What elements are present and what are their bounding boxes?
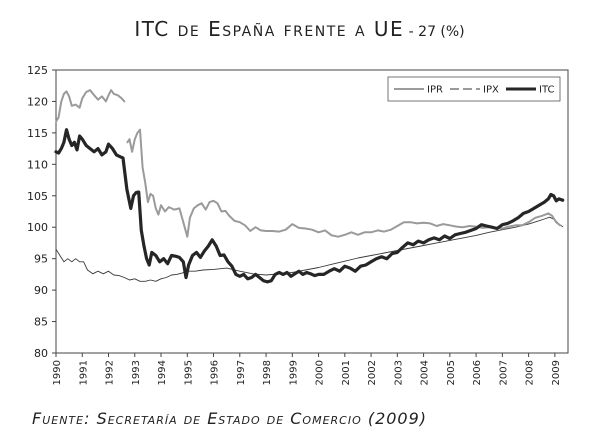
x-tick-label: 2003: [393, 360, 404, 385]
chart-title-suffix: - 27 (%): [404, 24, 465, 40]
x-tick-label: 1990: [52, 360, 63, 385]
y-tick-label: 90: [34, 284, 48, 297]
y-tick-label: 120: [27, 95, 48, 108]
x-tick-label: 2008: [525, 360, 536, 385]
y-tick-label: 110: [27, 158, 48, 171]
x-tick-label: 1995: [183, 360, 194, 385]
x-tick-label: 1994: [157, 360, 168, 385]
x-tick-label: 1992: [105, 360, 116, 385]
series-line-ipr: [55, 216, 564, 282]
x-tick-label: 2006: [472, 360, 483, 385]
legend-label-itc: ITC: [539, 85, 554, 96]
x-tick-label: 1993: [131, 360, 142, 385]
legend-label-ipx: IPX: [483, 85, 499, 96]
y-tick-label: 105: [27, 190, 48, 203]
y-axis-ticks: 80 85 90 95 100 105 110 115 120 125: [27, 64, 56, 360]
x-tick-label: 2001: [341, 360, 352, 385]
x-tick-label: 1996: [210, 360, 221, 385]
x-tick-label: 1991: [78, 360, 89, 385]
y-tick-label: 85: [34, 316, 48, 329]
x-tick-label: 2004: [420, 360, 431, 385]
x-tick-label: 2002: [367, 360, 378, 385]
x-tick-label: 1999: [288, 360, 299, 385]
y-tick-label: 80: [34, 347, 48, 360]
chart-axes: [55, 69, 569, 354]
series-line-ipx: [55, 89, 126, 123]
x-tick-label: 1997: [236, 360, 247, 385]
y-tick-label: 115: [27, 127, 48, 140]
y-tick-label: 100: [27, 221, 48, 234]
chart-title: ITC de España frente a UE - 27 (%): [0, 17, 599, 41]
chart-lines: [54, 89, 565, 284]
chart-title-main: ITC de España frente a UE: [134, 17, 405, 41]
y-tick-label: 125: [27, 64, 48, 77]
x-tick-label: 2007: [498, 360, 509, 385]
chart-legend: IPR IPX ITC: [387, 76, 561, 102]
series-line-itc: [54, 128, 565, 284]
x-tick-label: 2009: [551, 360, 562, 385]
plot-area-frame: [55, 69, 569, 354]
legend-label-ipr: IPR: [427, 85, 443, 96]
series-line-ipx: [126, 128, 562, 238]
y-tick-label: 95: [34, 253, 48, 266]
x-tick-label: 1998: [262, 360, 273, 385]
x-tick-label: 2005: [446, 360, 457, 385]
x-axis-ticks: 1990 1991 1992 1993 1994 1995 1996 1997 1998 1999…: [52, 353, 562, 385]
source-note: Fuente: Secretaría de Estado de Comercio…: [32, 409, 428, 428]
x-tick-label: 2000: [315, 360, 326, 385]
